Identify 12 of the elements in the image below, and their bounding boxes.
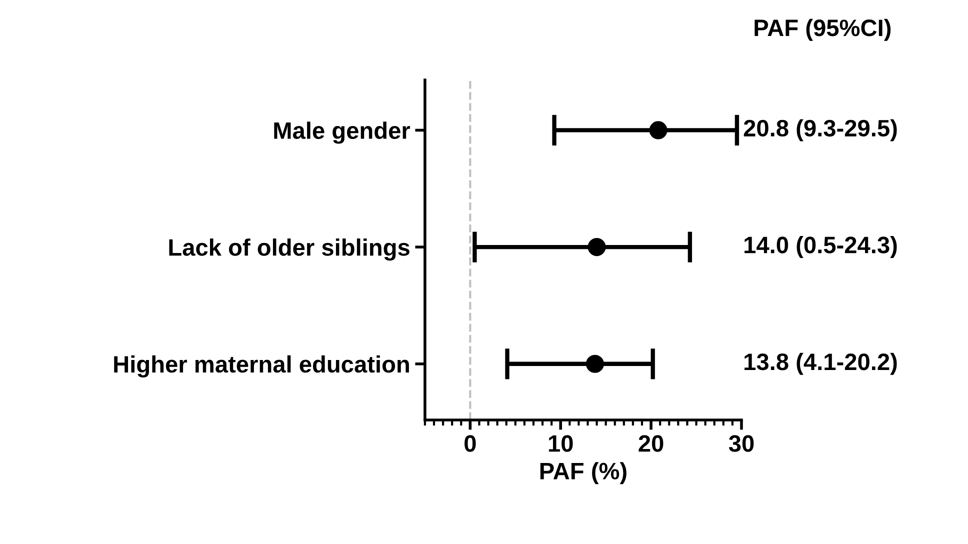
x-axis-title: PAF (%) xyxy=(540,462,626,484)
y-tick-label: Lack of older siblings xyxy=(169,238,410,261)
y-tick-label: Higher maternal education xyxy=(114,355,409,378)
x-tick-label: 20 xyxy=(638,435,664,452)
y-tick-label: Male gender xyxy=(274,122,410,144)
data-label: 14.0 (0.5-24.3) xyxy=(744,236,897,258)
x-tick-label: 0 xyxy=(464,435,476,452)
x-tick-label: 30 xyxy=(728,435,754,452)
data-label: 13.8 (4.1-20.2) xyxy=(744,352,897,375)
text: PAF (95%CI) xyxy=(754,18,891,41)
x-tick-label: 10 xyxy=(548,435,573,452)
data-label: 20.8 (9.3-29.5) xyxy=(744,119,897,142)
